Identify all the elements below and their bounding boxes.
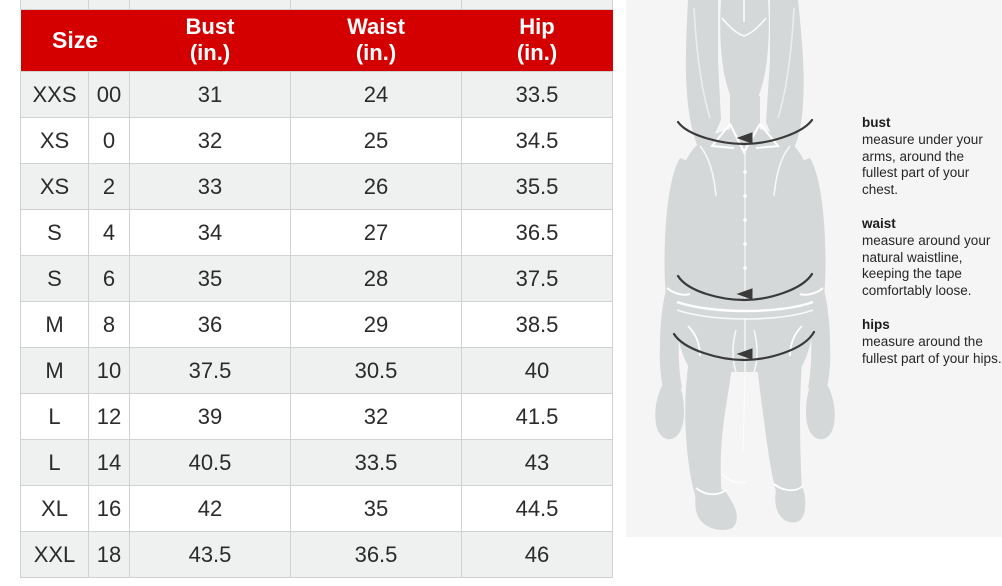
cell-hip: 35.5 (461, 163, 613, 210)
cell-bust: 34 (129, 209, 291, 256)
cell-numeric-size: 00 (88, 71, 130, 118)
cell-hip: 38.5 (461, 301, 613, 348)
cell-bust: 36 (129, 301, 291, 348)
cell-numeric-size: 8 (88, 301, 130, 348)
cell-size: XXL (20, 531, 89, 578)
measurement-arrows (672, 118, 816, 362)
measure-desc-hips: measure around the fullest part of your … (862, 334, 1002, 366)
table-cell (290, 0, 462, 10)
cell-size: XS (20, 117, 89, 164)
column-header-hip: Hip (in.) (461, 9, 613, 72)
cell-waist: 27 (290, 209, 462, 256)
cell-size: XS (20, 163, 89, 210)
column-header-bust: Bust (in.) (129, 9, 291, 72)
table-row: L 12 39 32 41.5 (20, 393, 613, 440)
cell-hip: 44.5 (461, 485, 613, 532)
table-row: XS 2 33 26 35.5 (20, 163, 613, 210)
measure-block-hips: hips measure around the fullest part of … (862, 317, 1002, 367)
cell-bust: 43.5 (129, 531, 291, 578)
table-cell (461, 0, 613, 10)
cell-size: XXS (20, 71, 89, 118)
cell-size: S (20, 209, 89, 256)
cell-bust: 40.5 (129, 439, 291, 486)
figure-body (655, 0, 835, 530)
cell-hip: 46 (461, 531, 613, 578)
cell-size: XL (20, 485, 89, 532)
cell-hip: 33.5 (461, 71, 613, 118)
measurement-guide-panel: bust measure under your arms, around the… (626, 0, 1002, 537)
table-row: XXL 18 43.5 36.5 46 (20, 531, 613, 578)
cell-waist: 26 (290, 163, 462, 210)
cell-numeric-size: 16 (88, 485, 130, 532)
cell-numeric-size: 14 (88, 439, 130, 486)
measure-block-waist: waist measure around your natural waistl… (862, 216, 1002, 299)
cell-size: M (20, 301, 89, 348)
cell-bust: 37.5 (129, 347, 291, 394)
cell-bust: 33 (129, 163, 291, 210)
measure-desc-bust: measure under your arms, around the full… (862, 132, 983, 197)
cell-size: M (20, 347, 89, 394)
measure-block-bust: bust measure under your arms, around the… (862, 115, 1002, 198)
size-chart-table-container: Size Bust (in.) Waist (in.) Hip (in.) XXS 00 31 24… (20, 0, 613, 578)
column-header-waist: Waist (in.) (290, 9, 462, 72)
cell-bust: 39 (129, 393, 291, 440)
cell-hip: 41.5 (461, 393, 613, 440)
cell-numeric-size: 6 (88, 255, 130, 302)
cell-numeric-size: 0 (88, 117, 130, 164)
table-cell (20, 0, 89, 10)
measurement-instructions: bust measure under your arms, around the… (862, 115, 1002, 367)
cell-bust: 42 (129, 485, 291, 532)
table-row: M 8 36 29 38.5 (20, 301, 613, 348)
table-row: M 10 37.5 30.5 40 (20, 347, 613, 394)
cell-numeric-size: 2 (88, 163, 130, 210)
table-row: S 6 35 28 37.5 (20, 255, 613, 302)
table-row-partial-above (20, 0, 613, 10)
cell-waist: 28 (290, 255, 462, 302)
female-body-silhouette-illustration (655, 0, 835, 530)
cell-waist: 32 (290, 393, 462, 440)
table-row: L 14 40.5 33.5 43 (20, 439, 613, 486)
table-row: XXS 00 31 24 33.5 (20, 71, 613, 118)
cell-hip: 40 (461, 347, 613, 394)
measure-desc-waist: measure around your natural waistline, k… (862, 233, 991, 298)
cell-bust: 35 (129, 255, 291, 302)
cell-hip: 43 (461, 439, 613, 486)
cell-waist: 35 (290, 485, 462, 532)
table-row: XL 16 42 35 44.5 (20, 485, 613, 532)
hips-measure-arrow (672, 330, 816, 362)
table-cell (129, 0, 291, 10)
cell-numeric-size: 10 (88, 347, 130, 394)
cell-size: L (20, 439, 89, 486)
cell-hip: 36.5 (461, 209, 613, 256)
table-row: S 4 34 27 36.5 (20, 209, 613, 256)
cell-hip: 37.5 (461, 255, 613, 302)
cell-waist: 24 (290, 71, 462, 118)
cell-size: L (20, 393, 89, 440)
measure-term-hips: hips (862, 317, 890, 332)
measure-term-bust: bust (862, 115, 891, 130)
table-cell (88, 0, 130, 10)
cell-waist: 36.5 (290, 531, 462, 578)
table-row: XS 0 32 25 34.5 (20, 117, 613, 164)
measure-term-waist: waist (862, 216, 896, 231)
cell-waist: 29 (290, 301, 462, 348)
cell-bust: 32 (129, 117, 291, 164)
figure-clothing-details (666, 0, 824, 496)
size-chart-table: Size Bust (in.) Waist (in.) Hip (in.) XXS 00 31 24… (20, 0, 613, 578)
cell-waist: 33.5 (290, 439, 462, 486)
waist-measure-arrow (676, 272, 814, 302)
bust-measure-arrow (676, 118, 814, 146)
cell-waist: 30.5 (290, 347, 462, 394)
cell-size: S (20, 255, 89, 302)
cell-numeric-size: 4 (88, 209, 130, 256)
cell-numeric-size: 18 (88, 531, 130, 578)
table-header-row: Size Bust (in.) Waist (in.) Hip (in.) (20, 9, 613, 72)
column-header-size: Size (20, 9, 130, 72)
cell-bust: 31 (129, 71, 291, 118)
cell-waist: 25 (290, 117, 462, 164)
cell-hip: 34.5 (461, 117, 613, 164)
cell-numeric-size: 12 (88, 393, 130, 440)
